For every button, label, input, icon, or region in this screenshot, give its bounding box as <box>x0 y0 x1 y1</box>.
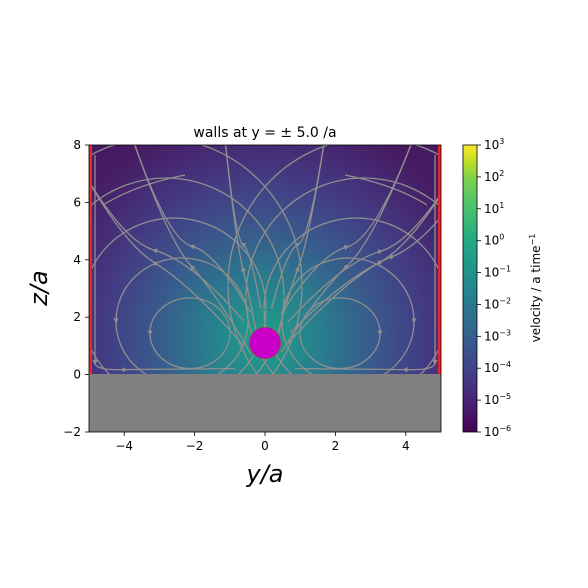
colorbar-gradient <box>462 144 478 433</box>
floor-region <box>89 374 441 432</box>
colorbar-label-superscript: −1 <box>528 234 537 246</box>
colorbar-tick-label: 10−1 <box>484 265 511 280</box>
x-tick-label: −4 <box>115 439 133 453</box>
streamline <box>344 174 428 206</box>
colorbar-label: velocity / a time−1 <box>528 234 543 343</box>
y-axis-ticks: −2 0 2 4 6 8 <box>63 138 89 439</box>
streamline <box>147 297 231 370</box>
streamline <box>287 193 441 345</box>
colorbar-ticks: 103 102 101 100 10−1 10−2 10−3 10−4 10−5 10−6 <box>477 137 511 439</box>
streamline <box>287 192 441 323</box>
streamline <box>294 155 438 373</box>
colorbar-tick-label: 10−2 <box>484 296 511 311</box>
y-tick-label: 8 <box>73 138 81 152</box>
y-tick-label: −2 <box>63 425 81 439</box>
x-tick-label: 2 <box>332 439 340 453</box>
streamline <box>299 297 383 370</box>
colorbar-tick-label: 10−4 <box>484 360 511 375</box>
streamline <box>134 145 252 354</box>
y-tick-label: 0 <box>73 368 81 382</box>
y-tick-label: 4 <box>73 253 81 267</box>
streamline <box>289 216 441 334</box>
colorbar-tick-label: 103 <box>484 137 504 152</box>
streamline <box>92 155 236 373</box>
colorbar-tick-label: 10−6 <box>484 424 511 439</box>
x-tick-label: 4 <box>402 439 410 453</box>
x-tick-label: −2 <box>186 439 204 453</box>
particle <box>248 326 282 360</box>
streamline <box>224 145 262 358</box>
wall-right <box>438 145 441 374</box>
chart-title: walls at y = ± 5.0 /a <box>193 125 336 141</box>
colorbar-tick-label: 10−5 <box>484 392 511 407</box>
y-axis-label: z/a <box>25 270 53 306</box>
x-axis-label: y/a <box>246 460 284 488</box>
colorbar-label-text: velocity / a time <box>529 245 543 342</box>
colorbar-tick-label: 10−3 <box>484 328 511 343</box>
x-tick-label: 0 <box>261 439 269 453</box>
streamline <box>102 174 186 206</box>
colorbar-tick-label: 102 <box>484 169 504 184</box>
wall-left <box>89 145 92 374</box>
colorbar: 103 102 101 100 10−1 10−2 10−3 10−4 10−5 10−6 vel… <box>462 137 543 439</box>
plot-area <box>88 144 442 433</box>
y-tick-label: 2 <box>73 310 81 324</box>
x-axis-ticks: −4 −2 0 2 4 <box>115 432 410 453</box>
colorbar-tick-label: 101 <box>484 201 504 216</box>
colorbar-tick-label: 100 <box>484 233 504 248</box>
y-tick-label: 6 <box>73 195 81 209</box>
